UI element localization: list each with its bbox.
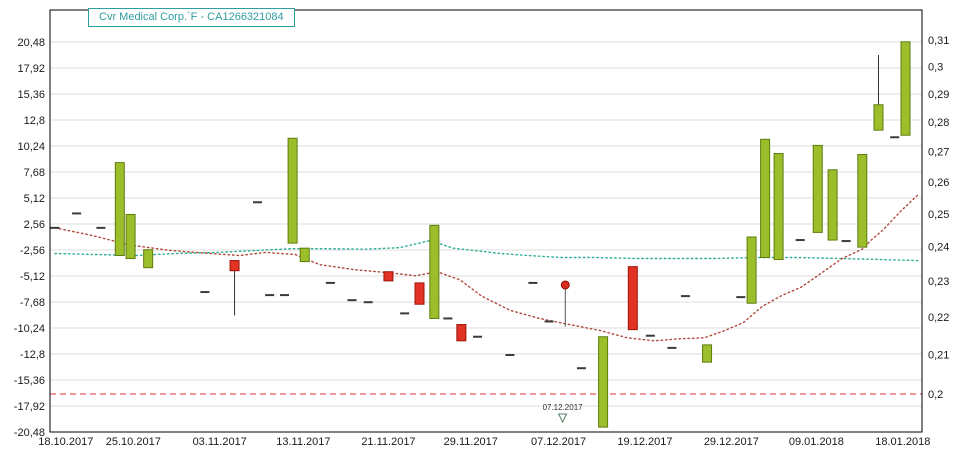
chart-title: Cvr Medical Corp.`F - CA1266321084 bbox=[88, 8, 295, 27]
flat-day-mark bbox=[667, 346, 677, 349]
y-axis-label-right: 0,21 bbox=[928, 350, 949, 362]
candle-up bbox=[827, 169, 838, 241]
y-axis-label-right: 0,22 bbox=[928, 312, 949, 324]
x-axis-label: 29.11.2017 bbox=[444, 436, 498, 448]
flat-day-mark bbox=[443, 317, 453, 320]
flat-day-mark bbox=[528, 281, 538, 284]
y-axis-label-left: -5,12 bbox=[20, 271, 45, 283]
y-axis-label-left: -20,48 bbox=[14, 427, 45, 439]
moving-average-slow-line bbox=[54, 239, 920, 262]
candle-up bbox=[429, 224, 440, 319]
y-axis-label-left: -2,56 bbox=[20, 245, 45, 257]
flat-day-mark bbox=[400, 312, 410, 315]
flat-day-mark bbox=[265, 294, 275, 297]
candle-up bbox=[114, 162, 125, 256]
y-axis-label-left: 20,48 bbox=[17, 37, 45, 49]
plot-frame bbox=[49, 9, 923, 433]
flat-day-mark bbox=[505, 354, 515, 357]
candle-down bbox=[627, 266, 638, 331]
y-axis-label-left: 17,92 bbox=[17, 63, 45, 75]
x-axis-label: 18.10.2017 bbox=[38, 436, 93, 448]
y-axis-label-left: 12,8 bbox=[24, 115, 45, 127]
y-axis-label-left: -7,68 bbox=[20, 297, 45, 309]
flat-day-mark bbox=[736, 296, 746, 299]
flat-day-mark bbox=[253, 201, 262, 204]
flat-day-mark bbox=[200, 291, 210, 294]
x-axis-label: 18.01.2018 bbox=[875, 436, 930, 448]
candle-down bbox=[229, 260, 240, 272]
flat-day-mark bbox=[577, 367, 586, 370]
y-axis-label-right: 0,2 bbox=[928, 389, 943, 401]
flat-day-mark bbox=[841, 240, 851, 243]
y-axis-label-left: 10,24 bbox=[17, 141, 45, 153]
flat-day-mark bbox=[50, 226, 60, 229]
triangle-down-icon bbox=[557, 413, 568, 424]
moving-average-fast-line bbox=[54, 194, 919, 342]
flat-day-mark bbox=[325, 281, 335, 284]
y-axis-label-right: 0,23 bbox=[928, 276, 949, 288]
y-axis-label-right: 0,26 bbox=[928, 177, 949, 189]
x-axis-label: 25.10.2017 bbox=[106, 436, 161, 448]
x-axis-label: 21.11.2017 bbox=[361, 436, 415, 448]
y-axis-label-left: -17,92 bbox=[14, 401, 45, 413]
candle-up bbox=[598, 336, 609, 428]
flat-day-mark bbox=[96, 226, 106, 229]
flat-day-mark bbox=[280, 294, 289, 297]
candle-down bbox=[383, 271, 394, 282]
flat-day-mark bbox=[473, 335, 483, 338]
y-axis-label-right: 0,27 bbox=[928, 147, 949, 159]
candle-up bbox=[873, 104, 884, 131]
candle-up bbox=[900, 41, 911, 136]
flat-day-mark bbox=[72, 212, 82, 215]
flat-day-mark bbox=[363, 301, 373, 304]
candle-up bbox=[125, 213, 136, 260]
candle-up bbox=[299, 247, 310, 263]
candle-up bbox=[760, 138, 771, 259]
x-axis-label: 29.12.2017 bbox=[704, 436, 759, 448]
flat-day-mark bbox=[680, 295, 690, 298]
flat-day-mark bbox=[890, 136, 900, 139]
candle-up bbox=[773, 153, 784, 261]
y-axis-label-left: 2,56 bbox=[24, 219, 45, 231]
y-axis-label-right: 0,31 bbox=[928, 35, 949, 47]
signal-dot-icon bbox=[560, 280, 570, 290]
annotation-date-label: 07.12.2017 bbox=[543, 403, 584, 412]
flat-day-mark bbox=[795, 239, 805, 242]
y-axis-label-left: -15,36 bbox=[14, 375, 45, 387]
y-axis-label-left: -10,24 bbox=[14, 323, 45, 335]
candle-up bbox=[812, 144, 823, 233]
candle-down bbox=[414, 282, 425, 305]
y-axis-label-right: 0,25 bbox=[928, 209, 949, 221]
y-axis-label-left: 7,68 bbox=[24, 167, 45, 179]
y-axis-label-right: 0,24 bbox=[928, 242, 949, 254]
x-axis-label: 03.11.2017 bbox=[193, 436, 247, 448]
y-axis-label-right: 0,28 bbox=[928, 117, 949, 129]
candle-down bbox=[456, 324, 467, 342]
candle-up bbox=[702, 344, 713, 363]
candle-up bbox=[857, 154, 868, 248]
x-axis-label: 19.12.2017 bbox=[617, 436, 672, 448]
y-axis-label-left: -12,8 bbox=[20, 349, 45, 361]
candle-up bbox=[746, 236, 757, 304]
x-axis-label: 07.12.2017 bbox=[531, 436, 586, 448]
y-axis-label-right: 0,3 bbox=[928, 61, 943, 73]
candle-up bbox=[143, 249, 154, 269]
flat-day-mark bbox=[544, 320, 554, 323]
x-axis-label: 13.11.2017 bbox=[276, 436, 330, 448]
flat-day-mark bbox=[645, 334, 655, 337]
y-axis-label-left: 5,12 bbox=[24, 193, 45, 205]
candle-up bbox=[287, 137, 298, 244]
flat-day-mark bbox=[347, 299, 357, 302]
y-axis-label-right: 0,29 bbox=[928, 89, 949, 101]
x-axis-label: 09.01.2018 bbox=[789, 436, 844, 448]
y-axis-label-left: 15,36 bbox=[17, 89, 45, 101]
